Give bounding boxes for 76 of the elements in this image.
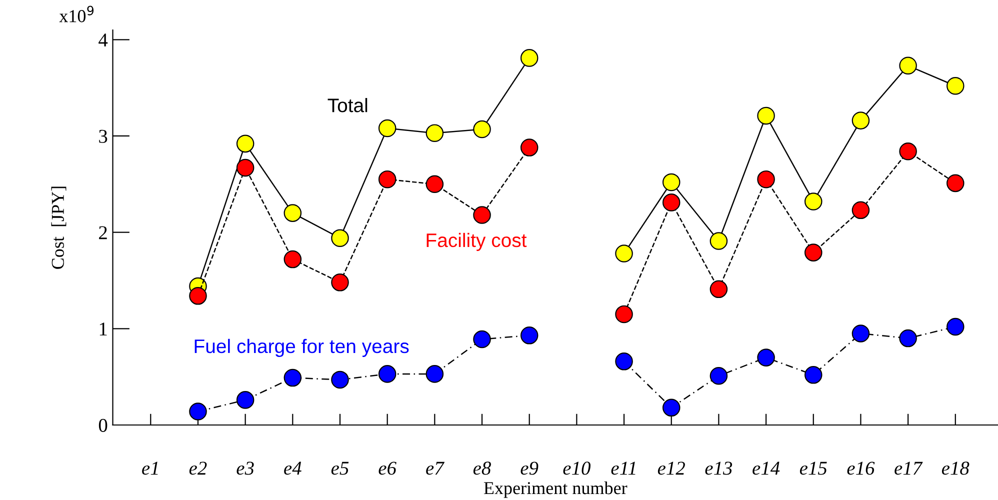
x-tick-label: e13 (705, 462, 732, 475)
point (284, 250, 302, 268)
point (662, 398, 680, 417)
y-tick-label: 3 (99, 130, 108, 143)
point (331, 274, 349, 292)
point (284, 204, 302, 222)
point (710, 366, 728, 385)
y-tick-label: 1 (100, 322, 107, 336)
point (236, 391, 254, 409)
point (710, 232, 728, 250)
x-tick-label: e7 (426, 462, 445, 475)
point (426, 175, 444, 194)
y-tick-label: 0 (98, 418, 108, 432)
point (520, 49, 538, 67)
point (236, 134, 254, 153)
x-tick-label: e8 (473, 462, 491, 475)
point (378, 170, 396, 188)
x-tick-label: e11 (611, 462, 636, 475)
x-tick-label: e17 (894, 462, 923, 475)
y-tick-label: 2 (99, 226, 107, 240)
point (946, 318, 964, 336)
point (899, 142, 917, 160)
y-axis-title: Cost [JPY] (51, 186, 66, 269)
point (757, 348, 775, 366)
point (520, 326, 538, 344)
x-tick-label: e12 (658, 462, 685, 475)
series-label: Facility cost (426, 232, 527, 252)
point (426, 365, 444, 383)
x-tick-label: e14 (752, 462, 780, 475)
y-tick-label: 4 (98, 34, 108, 46)
point (662, 173, 680, 192)
x-tick-label: e15 (800, 462, 827, 475)
point (615, 244, 633, 262)
point (236, 158, 254, 177)
point (804, 244, 822, 262)
point (662, 194, 680, 212)
point (899, 56, 917, 75)
x-tick-label: e9 (520, 462, 538, 475)
x-tick-label: e2 (189, 462, 207, 475)
text: x10$^{9}$ (59, 6, 94, 22)
series-label: Fuel charge for ten years (194, 338, 409, 357)
point (189, 287, 207, 305)
point (473, 206, 491, 224)
point (757, 106, 775, 125)
x-axis-title: Experiment number (484, 482, 628, 498)
x-tick-label: e16 (847, 462, 875, 475)
point (189, 402, 207, 420)
point (804, 192, 822, 210)
x-tick-label: e10 (563, 462, 590, 475)
point (615, 305, 633, 324)
point (899, 329, 917, 348)
point (804, 366, 822, 384)
point (378, 365, 396, 383)
point (852, 112, 870, 130)
point (946, 174, 964, 192)
x-tick-label: e3 (236, 462, 254, 475)
point (378, 119, 396, 138)
point (757, 170, 775, 188)
point (284, 368, 302, 387)
point (710, 280, 728, 298)
x-tick-label: e18 (942, 462, 970, 475)
point (946, 76, 964, 95)
point (615, 352, 633, 370)
point (426, 124, 444, 142)
series-label: Total (328, 98, 368, 112)
x-tick-label: e1 (142, 462, 158, 475)
point (331, 229, 349, 247)
x-tick-label: e5 (331, 462, 349, 475)
point (852, 324, 870, 342)
x-tick-label: e4 (284, 462, 302, 475)
point (520, 138, 538, 156)
point (473, 330, 491, 348)
point (852, 201, 870, 220)
point (331, 370, 349, 389)
point (473, 120, 491, 138)
x-tick-label: e6 (378, 462, 396, 475)
